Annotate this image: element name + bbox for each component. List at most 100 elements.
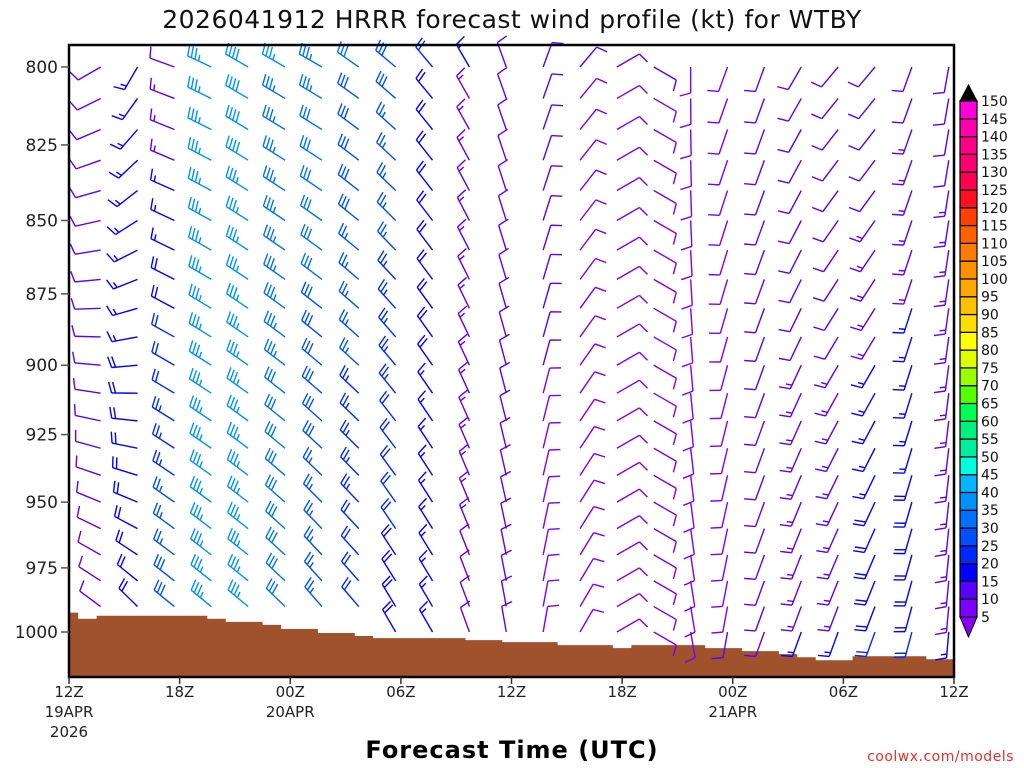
wind-barb [778, 364, 802, 390]
barb-full [109, 143, 121, 150]
barb-half [858, 410, 865, 414]
barb-full [418, 523, 428, 534]
wind-barb [542, 165, 563, 191]
barb-full [108, 171, 120, 179]
wind-barb [225, 135, 249, 161]
barb-full [501, 549, 512, 556]
barb-full [681, 362, 693, 368]
wind-barb [113, 66, 139, 91]
barb-full [710, 553, 723, 556]
barb-full [684, 605, 696, 612]
barb-full [304, 395, 312, 407]
barb-full [499, 333, 510, 341]
barb-staff [719, 279, 729, 305]
wind-barb [848, 190, 876, 213]
barb-staff [112, 467, 138, 477]
wind-barb [301, 365, 323, 394]
barb-full [593, 452, 606, 458]
barb-staff [337, 173, 360, 192]
wind-barb [711, 580, 729, 608]
barb-staff [943, 129, 950, 156]
x-tick-label: 19APR [45, 703, 94, 721]
barb-full [269, 139, 274, 151]
wind-barb [542, 475, 561, 503]
barb-full [638, 567, 649, 577]
barb-half [460, 396, 466, 402]
wind-barb [380, 497, 397, 530]
wind-barb [340, 473, 360, 503]
barb-staff [944, 420, 950, 447]
barb-full [226, 339, 232, 351]
barb-staff [865, 631, 876, 657]
wind-barb [150, 198, 175, 222]
wind-barb [779, 392, 802, 418]
wind-barb [339, 364, 360, 394]
wind-barb [151, 341, 175, 366]
colorbar-box [959, 135, 978, 155]
wind-barb [542, 394, 561, 422]
barb-full [121, 580, 129, 592]
barb-full [118, 578, 126, 589]
barb-full [190, 46, 194, 58]
barb-full [707, 183, 720, 186]
barb-full [265, 44, 270, 57]
wind-barb [500, 523, 512, 556]
barb-staff [821, 98, 839, 120]
wind-barb [744, 606, 766, 632]
wind-barb [542, 501, 560, 529]
wind-barb [616, 407, 649, 422]
wind-barb [616, 618, 649, 633]
barb-staff [114, 249, 138, 263]
barb-full [497, 158, 509, 167]
barb-half [198, 379, 203, 386]
barb-half [458, 225, 465, 232]
barb-full [196, 558, 203, 570]
barb-staff [862, 420, 876, 445]
wind-barb [778, 279, 802, 304]
barb-staff [717, 66, 729, 92]
wind-barb [110, 431, 138, 449]
barb-full [188, 340, 194, 352]
barb-full [455, 35, 465, 45]
barb-full [304, 312, 311, 324]
barb-full [189, 395, 195, 407]
barb-full [226, 448, 233, 460]
barb-full [848, 144, 860, 151]
barb-full [848, 206, 860, 213]
barb-full [779, 442, 791, 446]
barb-staff [189, 405, 212, 422]
barb-full [380, 497, 390, 508]
barb-staff [225, 176, 249, 192]
barb-staff [262, 145, 286, 161]
wind-barb [816, 554, 839, 580]
barb-half [159, 485, 163, 493]
barb-half [236, 406, 240, 413]
barb-full [672, 233, 677, 245]
barb-staff [859, 190, 876, 212]
wind-barb [616, 488, 649, 503]
credit-link[interactable]: coolwx.com/models [867, 749, 1014, 765]
barb-full [501, 575, 513, 582]
barb-full [343, 554, 352, 565]
barb-staff [187, 117, 212, 131]
barb-staff [689, 554, 696, 581]
barb-half [898, 148, 905, 151]
barb-staff [190, 538, 212, 556]
barb-staff [857, 66, 876, 88]
wind-barb [381, 549, 397, 582]
barb-staff [378, 372, 397, 394]
barb-staff [542, 165, 552, 191]
wind-barb [542, 448, 561, 476]
barb-half [939, 386, 946, 389]
barb-full [932, 123, 945, 126]
wind-barb [417, 390, 434, 422]
barb-half [198, 323, 202, 330]
barb-full [499, 389, 511, 397]
barb-staff [827, 580, 839, 606]
barb-staff [945, 448, 950, 475]
barb-staff [111, 442, 138, 449]
barb-full [106, 331, 113, 342]
barb-staff [820, 66, 839, 88]
barb-full [811, 176, 823, 182]
